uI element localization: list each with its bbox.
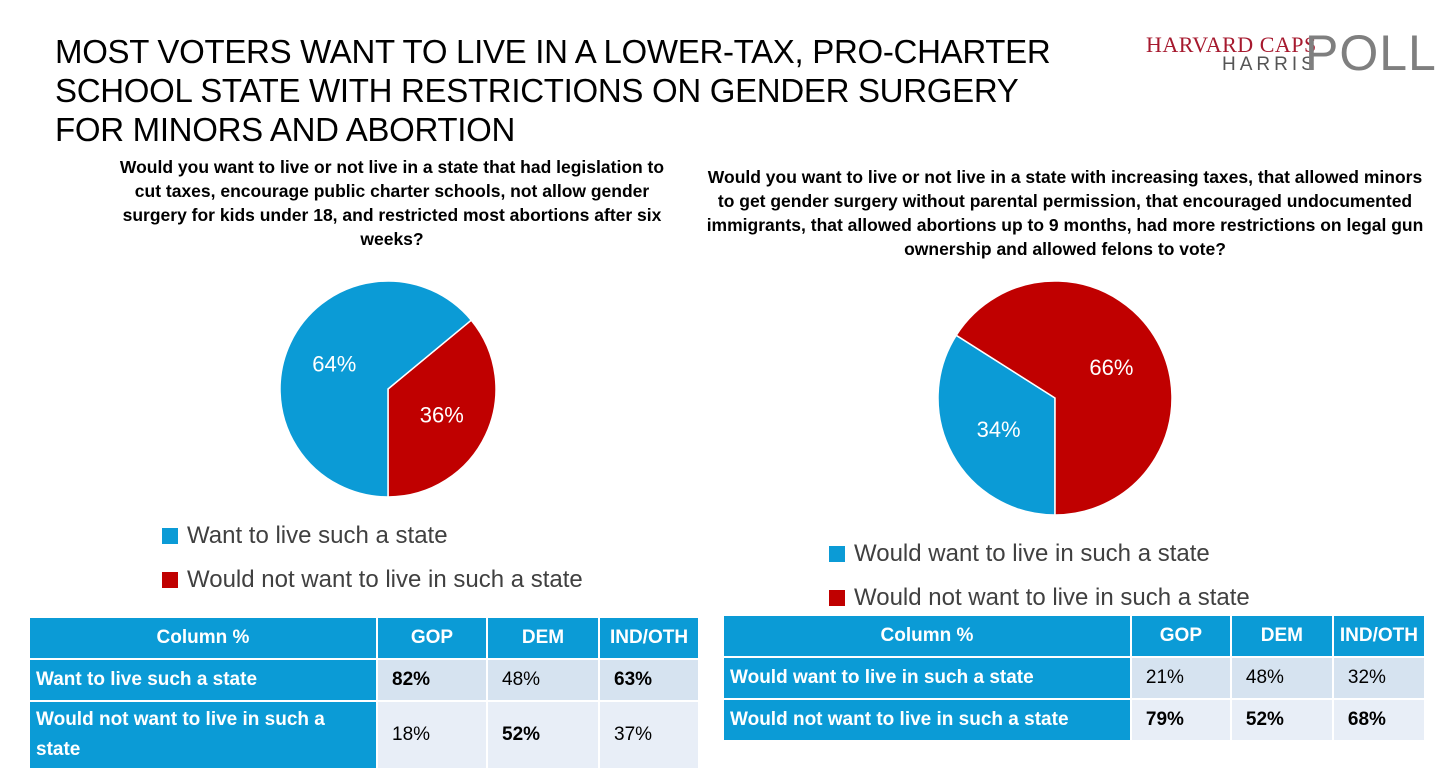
- pie-slice-not-want: [955, 280, 1173, 516]
- left-crosstab-table: Column % GOP DEM IND/OTH Want to live su…: [28, 616, 700, 770]
- pie-data-label: 64%: [312, 352, 356, 377]
- cell-dem: 52%: [1229, 698, 1334, 742]
- cell-gop: 18%: [376, 700, 488, 770]
- pie-slice-not-want: [387, 319, 497, 498]
- pie-data-label: 34%: [977, 417, 1021, 442]
- right-pie-chart: 34% 66%: [937, 280, 1173, 516]
- left-question: Would you want to live or not live in a …: [119, 157, 665, 249]
- right-legend-item-not-want: Would not want to live in such a state: [829, 576, 1250, 620]
- cell-gop: 21%: [1129, 656, 1232, 700]
- pie-slice-want: [279, 280, 473, 498]
- cell-ind: 68%: [1331, 698, 1427, 742]
- header-cell: GOP: [376, 616, 488, 660]
- legend-label: Would want to live in such a state: [854, 540, 1210, 567]
- cell-gop: 82%: [376, 658, 488, 702]
- legend-swatch-blue: [829, 546, 845, 562]
- header-cell: Column %: [722, 614, 1132, 658]
- cell-ind: 63%: [598, 658, 700, 702]
- legend-label: Would not want to live in such a state: [854, 584, 1250, 611]
- row-label: Want to live such a state: [28, 658, 378, 702]
- harvard-caps-harris-poll-logo: HARVARD CAPS HARRIS POLL: [1140, 25, 1440, 81]
- pie-data-label: 66%: [1089, 355, 1133, 380]
- header-cell: GOP: [1129, 614, 1232, 658]
- header-cell: DEM: [1229, 614, 1334, 658]
- right-legend-item-want: Would want to live in such a state: [829, 532, 1250, 576]
- table-header-row: Column % GOP DEM IND/OTH: [28, 616, 700, 660]
- left-pie-chart: 36% 64%: [279, 280, 497, 498]
- row-label: Would want to live in such a state: [722, 656, 1132, 700]
- logo-line-2: HARRIS: [1222, 54, 1318, 75]
- cell-gop: 79%: [1129, 698, 1232, 742]
- left-legend-item-want: Want to live such a state: [162, 514, 583, 558]
- header-cell: Column %: [28, 616, 378, 660]
- right-legend: Would want to live in such a state Would…: [829, 532, 1250, 620]
- cell-dem: 48%: [486, 658, 600, 702]
- right-crosstab-table: Column % GOP DEM IND/OTH Would want to l…: [722, 614, 1427, 742]
- legend-swatch-red: [162, 572, 178, 588]
- cell-ind: 37%: [598, 700, 700, 770]
- cell-dem: 52%: [486, 700, 600, 770]
- table-row: Would not want to live in such a state 7…: [722, 698, 1427, 742]
- table-row: Would want to live in such a state 21% 4…: [722, 656, 1427, 700]
- left-legend: Want to live such a state Would not want…: [162, 514, 583, 602]
- left-legend-item-not-want: Would not want to live in such a state: [162, 558, 583, 602]
- pie-data-label: 36%: [420, 402, 464, 427]
- row-label: Would not want to live in such a state: [722, 698, 1132, 742]
- row-label: Would not want to live in such a state: [28, 700, 378, 770]
- legend-swatch-blue: [162, 528, 178, 544]
- cell-dem: 48%: [1229, 656, 1334, 700]
- cell-ind: 32%: [1331, 656, 1427, 700]
- right-question: Would you want to live or not live in a …: [706, 167, 1424, 259]
- table-row: Would not want to live in such a state 1…: [28, 700, 700, 770]
- header-cell: IND/OTH: [1331, 614, 1427, 658]
- table-row: Want to live such a state 82% 48% 63%: [28, 658, 700, 702]
- logo-poll: POLL: [1305, 25, 1437, 81]
- legend-label: Would not want to live in such a state: [187, 566, 583, 593]
- table-header-row: Column % GOP DEM IND/OTH: [722, 614, 1427, 658]
- legend-label: Want to live such a state: [187, 522, 448, 549]
- header-cell: DEM: [486, 616, 600, 660]
- header-cell: IND/OTH: [598, 616, 700, 660]
- logo-line-1: HARVARD CAPS: [1146, 32, 1317, 57]
- page-title: MOST VOTERS WANT TO LIVE IN A LOWER-TAX,…: [55, 33, 1051, 148]
- legend-swatch-red: [829, 590, 845, 606]
